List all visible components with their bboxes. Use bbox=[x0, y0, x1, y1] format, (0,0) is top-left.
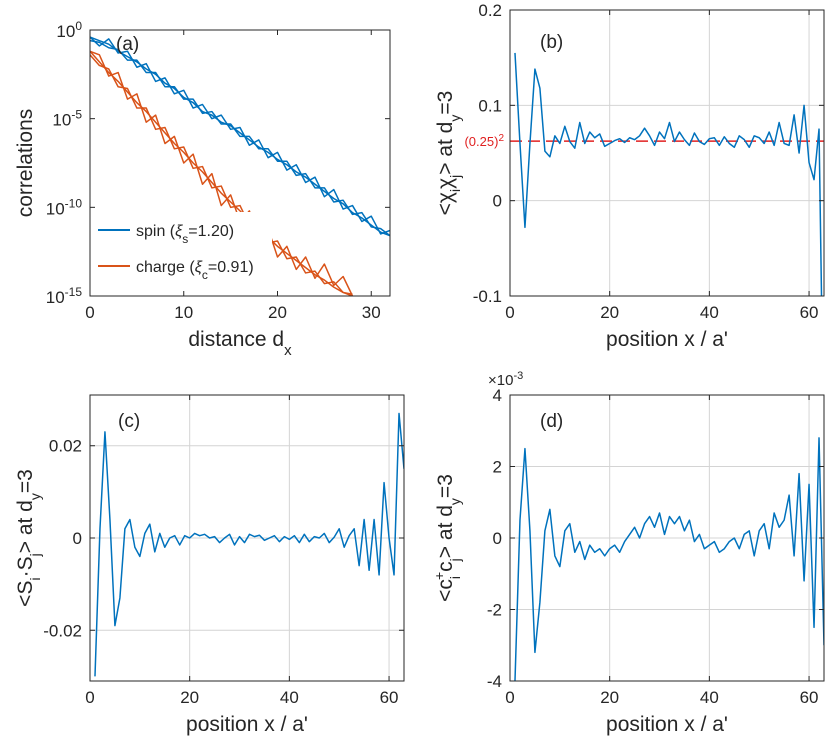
y-tick-label: -0.1 bbox=[473, 287, 502, 306]
series-line-charge bbox=[90, 50, 354, 296]
y-tick-label: 2 bbox=[493, 458, 502, 477]
y-axis-label: correlations bbox=[14, 109, 37, 218]
y-tick-label: 0.1 bbox=[478, 96, 502, 115]
y-tick-label: 10-5 bbox=[52, 108, 82, 130]
x-tick-label: 30 bbox=[362, 303, 381, 322]
x-tick-label: 40 bbox=[700, 688, 719, 707]
x-tick-label: 20 bbox=[180, 688, 199, 707]
x-tick-label: 20 bbox=[600, 303, 619, 322]
reference-line-label: (0.25)2 bbox=[464, 133, 504, 150]
series-line-spin bbox=[90, 36, 390, 235]
x-axis-label: position x / a' bbox=[606, 328, 728, 351]
panel-label: (c) bbox=[118, 411, 140, 432]
y-axis-label: <ci+cj> at dy=3 bbox=[431, 474, 463, 602]
y-tick-label: -2 bbox=[487, 601, 502, 620]
y-tick-label: 4 bbox=[493, 386, 502, 405]
chart-panel-a: 0 10 20 30 10-15 10-10 10-5 100 distance dx corre… bbox=[14, 19, 391, 359]
y-tick-label: 0.2 bbox=[478, 1, 502, 20]
axes-frame bbox=[509, 9, 825, 297]
x-axis-label: position x / a' bbox=[186, 713, 308, 736]
x-axis-label: distance dx bbox=[188, 328, 292, 359]
legend: spin (ξs=1.20) charge (ξc=0.91) bbox=[94, 212, 272, 286]
x-tick-label: 0 bbox=[505, 303, 514, 322]
y-tick-label: 10-15 bbox=[46, 285, 83, 307]
legend-box bbox=[94, 212, 272, 286]
chart-panel-d: 0 20 40 60 -4 -2 0 2 4×10-3 position x / a' <ci+cj… bbox=[431, 370, 825, 736]
series-line bbox=[514, 437, 824, 681]
plot-area bbox=[510, 10, 824, 296]
y-tick-label: 100 bbox=[56, 19, 82, 41]
x-tick-label: 40 bbox=[700, 303, 719, 322]
series-line bbox=[514, 52, 823, 296]
y-tick-label: -4 bbox=[487, 672, 502, 691]
x-tick-label: 20 bbox=[600, 688, 619, 707]
y-axis-label: <χiχj> at dy=3 bbox=[434, 91, 463, 216]
y-tick-label: -0.02 bbox=[43, 621, 82, 640]
chart-panel-c: 0 20 40 60 -0.02 0 0.02 position x / a' <Si·Sj> … bbox=[14, 394, 405, 736]
panel-label: (d) bbox=[540, 411, 563, 432]
y-tick-label: 0 bbox=[493, 192, 502, 211]
series-line-charge bbox=[90, 54, 353, 295]
panel-label: (a) bbox=[116, 34, 139, 55]
legend-entry: spin (ξs=1.20) bbox=[136, 223, 234, 246]
x-tick-label: 60 bbox=[800, 688, 819, 707]
x-tick-label: 40 bbox=[280, 688, 299, 707]
y-tick-label: 10-10 bbox=[46, 196, 83, 218]
y-tick-label: 0 bbox=[493, 529, 502, 548]
series-line-spin bbox=[90, 39, 390, 237]
series-line-charge bbox=[90, 50, 353, 296]
legend-entry: charge (ξc=0.91) bbox=[136, 259, 254, 282]
panel-label: (b) bbox=[540, 32, 563, 53]
x-tick-label: 60 bbox=[380, 688, 399, 707]
x-axis-label: position x / a' bbox=[606, 713, 728, 736]
y-multiplier: ×10-3 bbox=[488, 370, 523, 389]
axes-frame bbox=[89, 29, 391, 297]
series-line bbox=[94, 412, 404, 677]
x-tick-label: 10 bbox=[174, 303, 193, 322]
y-tick-label: 0.02 bbox=[49, 437, 82, 456]
x-tick-label: 20 bbox=[268, 303, 287, 322]
x-tick-label: 0 bbox=[85, 688, 94, 707]
y-axis-label: <Si·Sj> at dy=3 bbox=[14, 469, 43, 607]
x-tick-label: 0 bbox=[505, 688, 514, 707]
x-tick-label: 0 bbox=[85, 303, 94, 322]
x-tick-label: 60 bbox=[800, 303, 819, 322]
y-tick-label: 0 bbox=[73, 529, 82, 548]
